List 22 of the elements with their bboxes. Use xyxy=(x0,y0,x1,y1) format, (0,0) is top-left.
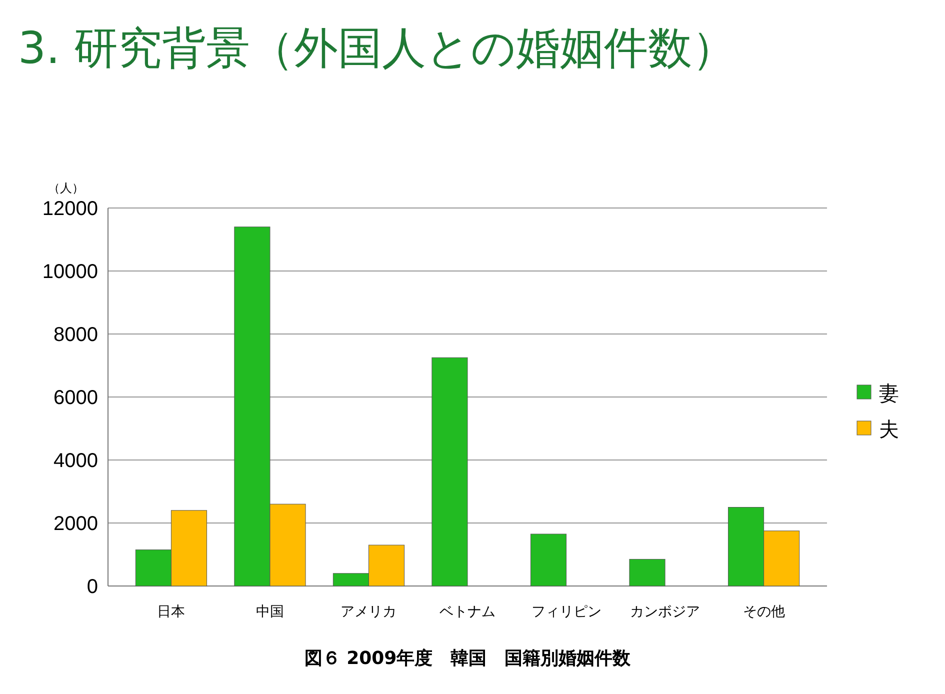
y-tick-label: 2000 xyxy=(54,513,98,535)
y-tick-label: 12000 xyxy=(42,198,98,220)
y-tick-label: 6000 xyxy=(54,387,98,409)
caption: 図６ 2009年度 韓国 国籍別婚姻件数 xyxy=(304,648,632,669)
y-tick-label: 4000 xyxy=(54,450,98,472)
y-tick-label: 0 xyxy=(86,576,98,598)
y-tick-label: 8000 xyxy=(54,324,98,346)
legend-label: 妻 xyxy=(879,381,899,405)
x-tick-label: その他 xyxy=(742,604,785,620)
legend-label: 夫 xyxy=(879,417,899,441)
y-tick-label: 10000 xyxy=(42,261,98,283)
bar xyxy=(530,534,567,586)
x-tick-label: カンボジア xyxy=(630,604,700,620)
y-axis-title: （人） xyxy=(48,181,84,195)
x-tick-label: アメリカ xyxy=(340,604,397,620)
chart-title: 3. 研究背景（外国人との婚姻件数） xyxy=(18,23,736,74)
x-tick-label: 中国 xyxy=(256,604,284,620)
x-tick-label: フィリピン xyxy=(531,604,602,620)
bar xyxy=(629,558,666,586)
bar xyxy=(432,357,468,586)
x-tick-label: 日本 xyxy=(157,604,186,620)
x-tick-label: ベトナム xyxy=(440,604,496,620)
